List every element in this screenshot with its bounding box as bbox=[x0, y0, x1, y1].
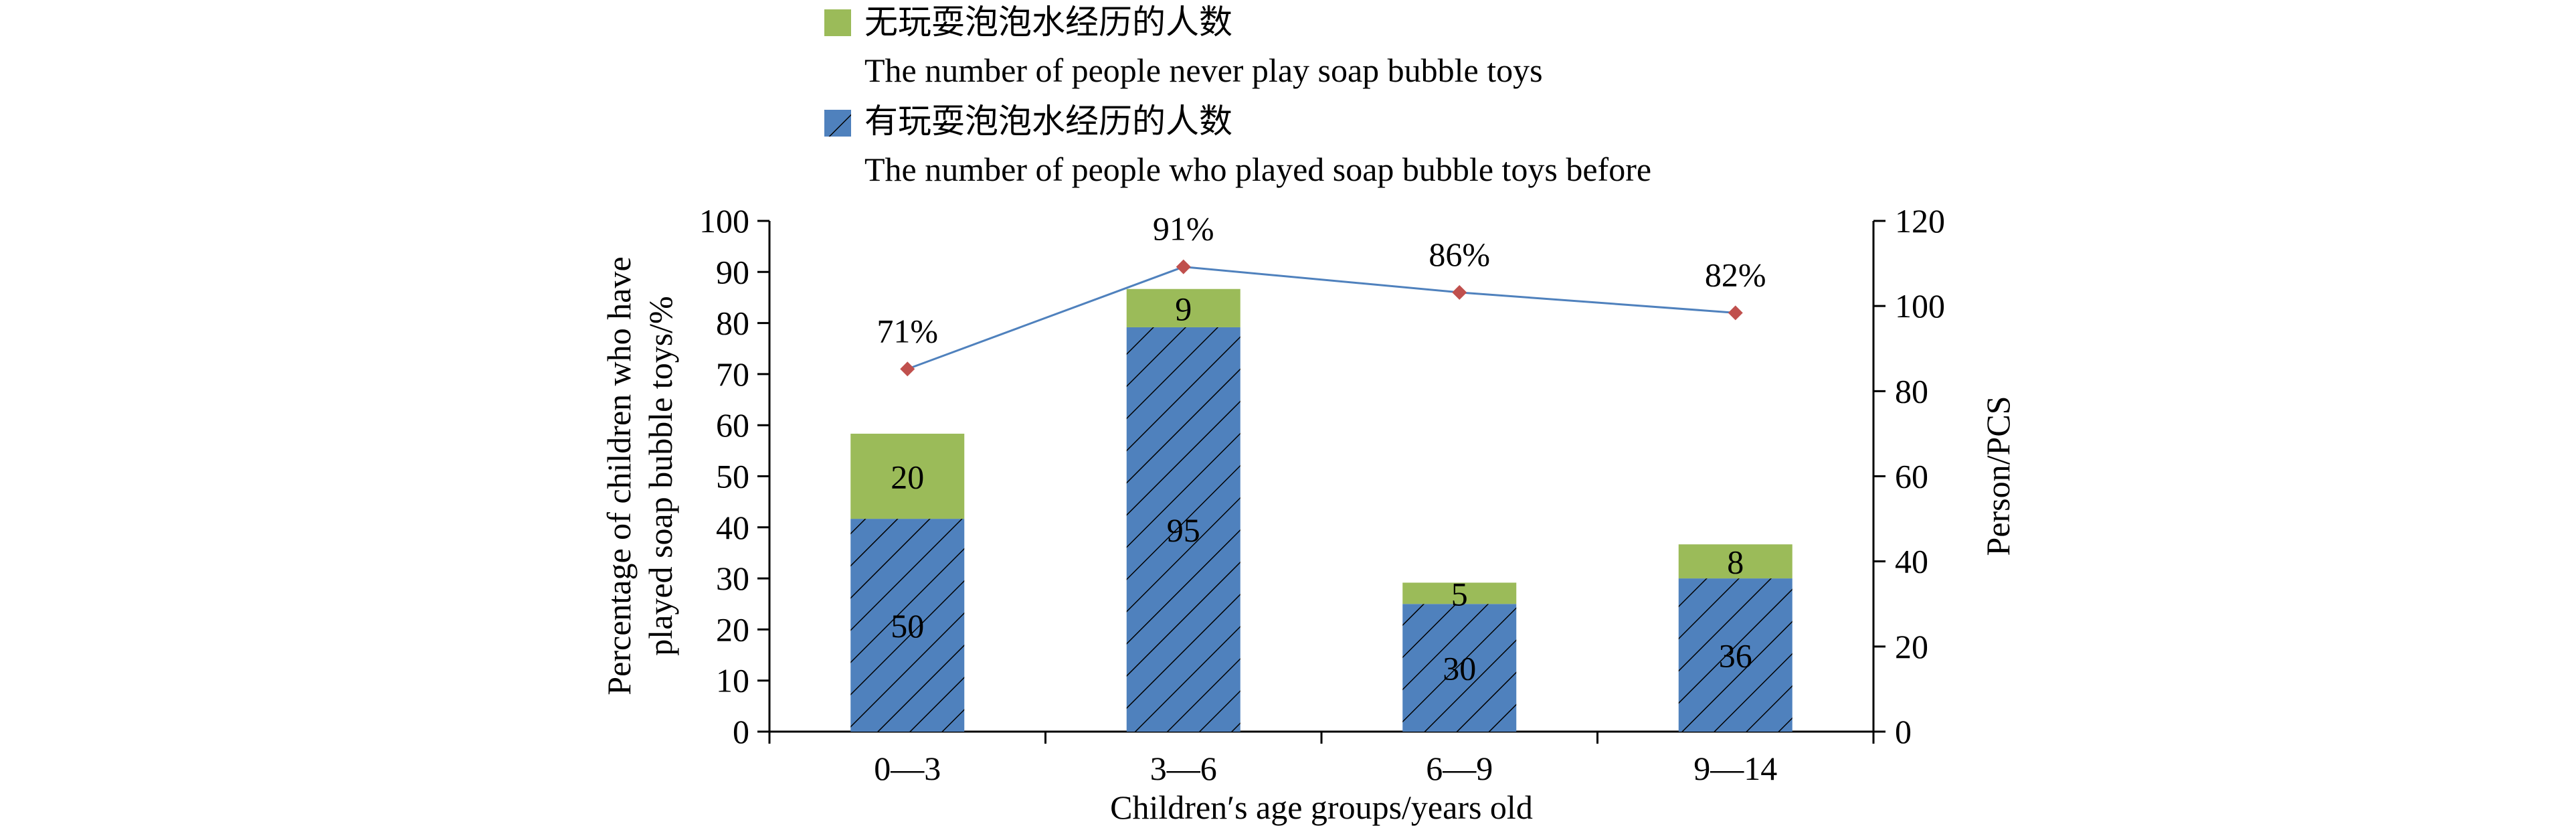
rate-point-label: 71% bbox=[877, 312, 938, 349]
axes: 0 10 20 30 40 50 60 70 80 90 100 0 20 40 60 80 100 120 0… bbox=[699, 202, 1945, 787]
rate-line bbox=[907, 266, 1736, 370]
legend-label-played-en: The number of people who played soap bub… bbox=[864, 151, 1651, 188]
left-y-tick-label: 80 bbox=[716, 305, 749, 342]
rate-line-series: 71% 91% 86% 82% bbox=[877, 210, 1766, 377]
x-axis-title: Children′s age groups/years old bbox=[1110, 789, 1533, 826]
right-y-ticks: 0 20 40 60 80 100 120 bbox=[1873, 202, 1945, 750]
rate-point-marker bbox=[1728, 305, 1743, 321]
bar-played-segment bbox=[1126, 327, 1240, 732]
x-tick-label: 0—3 bbox=[874, 750, 941, 787]
bar-played-value-label: 36 bbox=[1719, 637, 1752, 675]
x-tick-label: 3—6 bbox=[1150, 750, 1217, 787]
left-y-tick-label: 50 bbox=[716, 458, 749, 495]
bar-played-value-label: 30 bbox=[1443, 650, 1476, 687]
bar-played-value-label: 95 bbox=[1167, 511, 1200, 549]
legend-swatch-never-played bbox=[824, 9, 851, 36]
left-y-tick-label: 20 bbox=[716, 610, 749, 648]
x-tick-label: 6—9 bbox=[1426, 750, 1493, 787]
bar-played-segment bbox=[1402, 604, 1517, 732]
bar-never-played-segment bbox=[850, 433, 965, 519]
left-y-tick-label: 90 bbox=[716, 253, 749, 291]
left-y-tick-label: 60 bbox=[716, 406, 749, 444]
bar-never-played-segment bbox=[1402, 582, 1517, 604]
left-y-ticks: 0 10 20 30 40 50 60 70 80 90 100 bbox=[699, 202, 769, 750]
bar-never-played-value-label: 20 bbox=[891, 459, 924, 496]
bar-labels: 50 20 95 9 30 5 36 8 bbox=[891, 290, 1752, 687]
x-tick-label: 9—14 bbox=[1693, 750, 1777, 787]
axis-titles: Percentage of children who have played s… bbox=[600, 256, 2017, 826]
bar-never-played-value-label: 9 bbox=[1175, 290, 1192, 327]
legend-label-never-played-cn: 无玩耍泡泡水经历的人数 bbox=[864, 3, 1232, 41]
x-ticks: 0—3 3—6 6—9 9—14 bbox=[768, 732, 1875, 787]
right-y-tick-label: 100 bbox=[1895, 287, 1945, 325]
legend-label-played-cn: 有玩耍泡泡水经历的人数 bbox=[864, 102, 1232, 140]
bar-played-segment bbox=[1678, 578, 1792, 732]
right-y-tick-label: 0 bbox=[1895, 713, 1912, 750]
legend: 无玩耍泡泡水经历的人数 The number of people never p… bbox=[824, 3, 1651, 188]
rate-point-marker bbox=[900, 361, 915, 377]
right-y-tick-label: 120 bbox=[1895, 202, 1945, 240]
rate-point-label: 82% bbox=[1705, 256, 1766, 293]
rate-point-label: 91% bbox=[1153, 210, 1214, 248]
rate-point-label: 86% bbox=[1429, 236, 1490, 273]
right-y-tick-label: 20 bbox=[1895, 628, 1928, 665]
bar-never-played-segment bbox=[1678, 544, 1792, 579]
left-y-tick-label: 70 bbox=[716, 355, 749, 393]
right-y-tick-label: 80 bbox=[1895, 372, 1928, 410]
right-y-tick-label: 40 bbox=[1895, 543, 1928, 580]
bars bbox=[850, 288, 1792, 732]
left-y-tick-label: 10 bbox=[716, 662, 749, 699]
bar-played-value-label: 50 bbox=[891, 607, 924, 645]
rate-point-marker bbox=[1176, 259, 1191, 274]
left-y-axis-title-line1: Percentage of children who have bbox=[600, 256, 638, 695]
legend-label-never-played-en: The number of people never play soap bub… bbox=[864, 52, 1543, 89]
left-y-tick-label: 30 bbox=[716, 560, 749, 597]
left-y-tick-label: 0 bbox=[733, 713, 749, 750]
bar-played-segment bbox=[850, 519, 965, 732]
bar-never-played-segment bbox=[1126, 288, 1240, 327]
right-y-axis-title: Person/PCS bbox=[1979, 396, 2017, 556]
left-y-tick-label: 100 bbox=[699, 202, 749, 240]
bar-never-played-value-label: 8 bbox=[1727, 544, 1744, 581]
rate-point-marker bbox=[1452, 284, 1467, 300]
left-y-tick-label: 40 bbox=[716, 509, 749, 546]
right-y-tick-label: 60 bbox=[1895, 458, 1928, 495]
bar-never-played-value-label: 5 bbox=[1451, 575, 1468, 612]
legend-swatch-played bbox=[824, 110, 851, 137]
left-y-axis-title-line2: played soap bubble toys/% bbox=[642, 296, 679, 655]
